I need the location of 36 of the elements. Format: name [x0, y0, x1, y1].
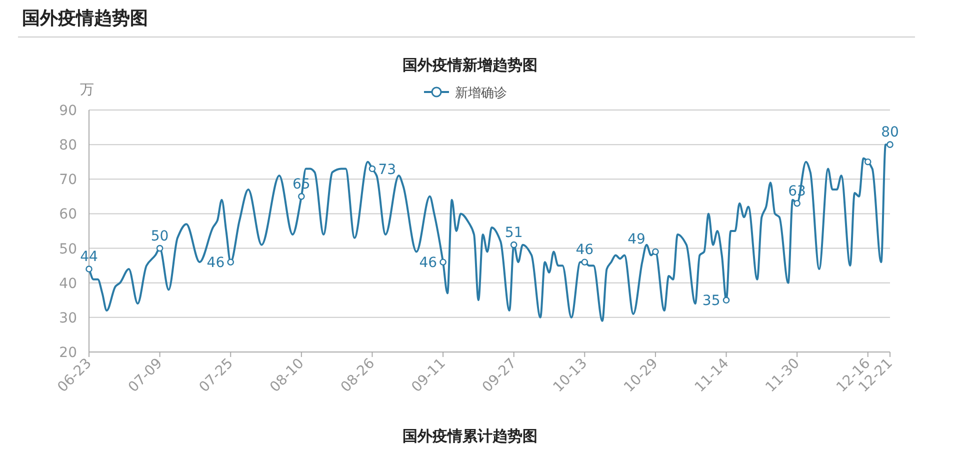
y-tick-label: 20 — [59, 345, 77, 361]
y-tick-label: 80 — [59, 138, 77, 154]
point — [581, 258, 588, 266]
y-tick-label: 30 — [59, 310, 77, 326]
point — [440, 258, 446, 266]
point — [156, 244, 164, 252]
data-label: 51 — [504, 224, 523, 241]
legend-label: 新增确诊 — [455, 86, 507, 101]
point — [864, 158, 872, 166]
point — [794, 200, 800, 207]
data-label: 73 — [378, 162, 396, 178]
y-tick-label: 70 — [59, 172, 77, 188]
text: 国外疫情趋势图 — [22, 8, 148, 29]
point — [86, 266, 92, 272]
point — [298, 193, 305, 200]
data-label: 35 — [702, 293, 720, 310]
point — [510, 241, 518, 248]
chart-title: 国外疫情新增趋势图 — [402, 56, 538, 74]
data-label: 46 — [206, 255, 225, 272]
data-label: 80 — [881, 124, 899, 141]
data-label: 49 — [628, 232, 646, 248]
text: 国外疫情累计趋势图 — [402, 427, 538, 445]
y-tick-label: 90 — [59, 103, 77, 119]
y-tick-label: 60 — [59, 206, 77, 223]
point — [722, 296, 730, 304]
y-tick-label: 40 — [59, 276, 77, 292]
y-tick-label: 50 — [59, 241, 77, 258]
point — [227, 258, 234, 266]
data-label: 46 — [419, 255, 438, 272]
point — [652, 248, 659, 256]
data-label: 44 — [80, 249, 98, 266]
point — [368, 165, 376, 172]
y-axis-title: 万 — [80, 82, 94, 98]
point — [886, 141, 894, 148]
data-label: 50 — [150, 228, 169, 244]
data-label: 46 — [576, 242, 594, 258]
